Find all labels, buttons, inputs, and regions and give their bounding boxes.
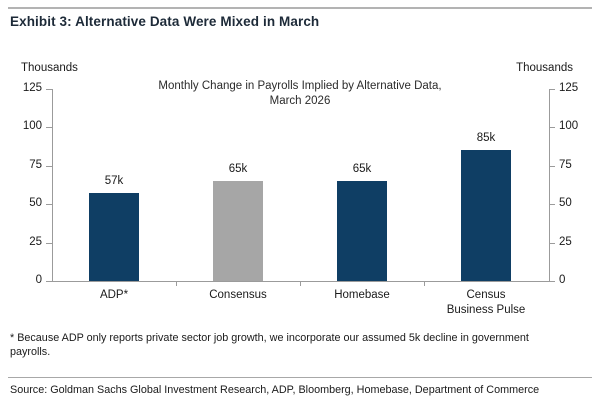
plot-area: [52, 89, 550, 282]
y-tick-label-right: 75: [559, 158, 572, 171]
category-label-census-business-pulse: Census Business Pulse: [446, 289, 526, 316]
y-axis-tick-left: [46, 165, 52, 167]
category-label-adp: ADP*: [99, 289, 129, 301]
bar-value-label-census-business-pulse: 85k: [476, 132, 496, 145]
y-tick-label-left: 50: [29, 197, 42, 210]
y-axis-tick-right: [549, 281, 555, 282]
bar-value-label-adp: 57k: [104, 175, 124, 188]
footnote-text: * Because ADP only reports private secto…: [10, 332, 529, 358]
bar-adp: [89, 193, 139, 281]
bar-homebase: [337, 181, 387, 281]
chart-title-line1: Monthly Change in Payrolls Implied by Al…: [158, 80, 442, 92]
bar-value-label-homebase: 65k: [352, 163, 372, 176]
left-axis-unit-label: Thousands: [21, 62, 78, 74]
y-tick-label-right: 0: [559, 274, 566, 286]
x-axis-tick: [424, 281, 425, 286]
right-axis-unit-label: Thousands: [516, 62, 573, 74]
source-divider-rule: [8, 377, 592, 378]
y-axis-tick-left: [46, 89, 52, 90]
x-axis-tick: [300, 281, 301, 286]
y-tick-label-right: 25: [559, 235, 572, 248]
y-tick-label-left: 0: [35, 274, 42, 286]
chart-title-line2: March 2026: [269, 95, 331, 107]
bar-value-label-consensus: 65k: [228, 163, 248, 176]
chart-title: Monthly Change in Payrolls Implied by Al…: [100, 79, 500, 109]
y-tick-label-right: 50: [559, 197, 572, 210]
y-axis-tick-left: [46, 127, 52, 129]
x-axis-tick: [176, 281, 177, 286]
y-axis-tick-right: [549, 127, 555, 129]
y-axis-tick-left: [46, 204, 52, 206]
category-label-consensus: Consensus: [209, 289, 267, 301]
y-axis-tick-right: [549, 165, 555, 167]
top-divider-rule: [8, 7, 592, 9]
exhibit-title: Exhibit 3: Alternative Data Were Mixed i…: [10, 14, 320, 29]
y-tick-label-left: 100: [22, 120, 42, 133]
y-tick-label-left: 25: [29, 235, 42, 248]
y-axis-tick-right: [549, 89, 555, 90]
y-axis-tick-right: [549, 204, 555, 206]
y-tick-label-right: 125: [559, 82, 579, 94]
source-text: Source: Goldman Sachs Global Investment …: [10, 384, 540, 396]
y-tick-label-left: 125: [22, 82, 42, 94]
y-axis-tick-right: [549, 242, 555, 244]
bar-consensus: [213, 181, 263, 281]
y-tick-label-right: 100: [559, 120, 579, 133]
bar-census-business-pulse: [461, 150, 511, 281]
y-axis-tick-left: [46, 242, 52, 244]
y-tick-label-left: 75: [29, 158, 42, 171]
y-axis-tick-left: [46, 281, 52, 282]
category-label-homebase: Homebase: [334, 289, 390, 301]
